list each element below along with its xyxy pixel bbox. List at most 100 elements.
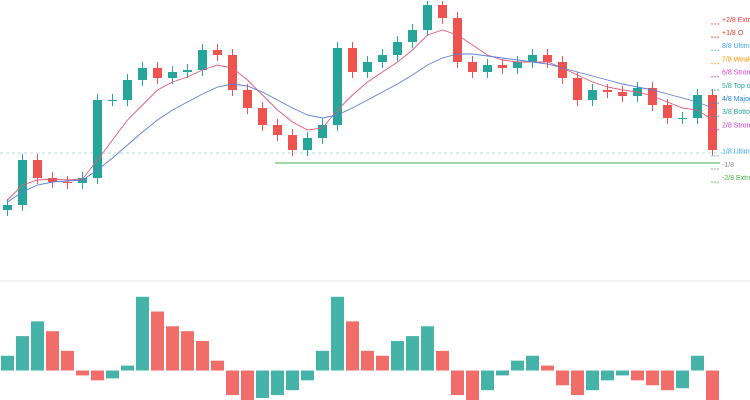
level-dot: [717, 89, 719, 91]
level-dot: [711, 36, 713, 38]
candle-body: [543, 55, 552, 62]
histogram-bar: [31, 321, 44, 371]
level-dot: [717, 115, 719, 118]
histogram-bar: [301, 370, 314, 381]
candle-body: [588, 90, 597, 100]
histogram-bar: [211, 360, 224, 371]
histogram-bar: [661, 370, 674, 391]
level-dot: [711, 181, 713, 183]
candle-body: [663, 105, 672, 118]
level-dot: [714, 102, 716, 104]
candle-body: [528, 55, 537, 62]
histogram-bar: [46, 331, 59, 371]
candle-body: [468, 62, 477, 72]
candle-body: [318, 125, 327, 138]
histogram-bar: [91, 370, 104, 381]
candle-body: [93, 100, 102, 178]
candle-body: [33, 160, 42, 178]
histogram-bar: [691, 355, 704, 371]
candle-body: [618, 92, 627, 96]
histogram-bar: [601, 370, 614, 381]
level-dot: [717, 128, 719, 131]
candle-body: [78, 178, 87, 183]
level-label: 4/8 Major S: [722, 96, 750, 103]
candle-body: [258, 108, 267, 125]
level-label: -2/8 Extre: [722, 175, 750, 182]
candle-body: [3, 205, 12, 210]
histogram-bar: [526, 355, 539, 371]
level-dot: [711, 168, 713, 170]
level-dot: [717, 62, 719, 65]
level-dot: [714, 62, 716, 65]
level-dot: [717, 155, 719, 157]
level-dot: [714, 89, 716, 91]
candle-body: [183, 70, 192, 72]
candle-body: [408, 30, 417, 42]
candle-body: [228, 55, 237, 90]
histogram-bar: [1, 355, 14, 371]
candle-body: [123, 80, 132, 100]
candle-body: [378, 55, 387, 62]
candle-body: [18, 160, 27, 205]
level-dot: [714, 181, 716, 183]
level-dot: [714, 128, 716, 131]
candle-body: [333, 48, 342, 125]
candle-body: [138, 68, 147, 80]
candle-body: [153, 68, 162, 78]
histogram-bar: [466, 370, 479, 400]
candle-body: [708, 95, 717, 150]
candle-body: [288, 135, 297, 150]
histogram-bar: [436, 350, 449, 371]
level-dot: [717, 102, 719, 104]
level-dot: [717, 76, 719, 78]
candle-body: [693, 95, 702, 118]
histogram-bar: [316, 350, 329, 371]
level-label: +1/8 O: [722, 30, 744, 37]
level-dot: [717, 168, 719, 170]
histogram-bar: [676, 370, 689, 389]
histogram-bar: [631, 370, 644, 381]
level-dot: [717, 49, 719, 52]
histogram-bar: [706, 370, 719, 400]
level-dot: [711, 128, 713, 131]
histogram-bar: [451, 370, 464, 396]
histogram-bar: [556, 370, 569, 386]
level-dot: [714, 155, 716, 157]
level-dot: [714, 49, 716, 52]
histogram-bar: [571, 370, 584, 396]
moving-average: [7, 53, 713, 203]
candle-body: [303, 138, 312, 150]
candle-body: [48, 178, 57, 182]
histogram-bar: [181, 331, 194, 371]
level-dot: [711, 76, 713, 78]
candle-body: [438, 5, 447, 18]
histogram-bar: [271, 370, 284, 396]
histogram-bar: [16, 336, 29, 371]
histogram-bar: [646, 370, 659, 386]
level-dot: [717, 181, 719, 183]
candle-body: [243, 90, 252, 108]
histogram-bar: [256, 370, 269, 399]
level-label: 3/8 Bottom o: [722, 109, 750, 116]
candle-body: [198, 50, 207, 70]
histogram-bar: [241, 370, 254, 400]
histogram-bar: [511, 360, 524, 371]
level-dot: [714, 115, 716, 118]
histogram-bar: [406, 336, 419, 371]
histogram-bar: [481, 370, 494, 391]
histogram-bar: [226, 370, 239, 396]
candle-body: [498, 65, 507, 68]
candle-body: [63, 182, 72, 183]
histogram-bar: [376, 355, 389, 371]
candle-body: [573, 78, 582, 100]
histogram-bar: [121, 365, 134, 371]
candle-body: [363, 62, 372, 72]
level-dot: [711, 23, 713, 25]
candle-body: [603, 90, 612, 92]
histogram-bar: [286, 370, 299, 391]
level-label: 6/8 Strong: [722, 70, 750, 77]
histogram-bar: [76, 370, 89, 376]
candle-body: [213, 50, 222, 55]
candle-body: [483, 65, 492, 72]
